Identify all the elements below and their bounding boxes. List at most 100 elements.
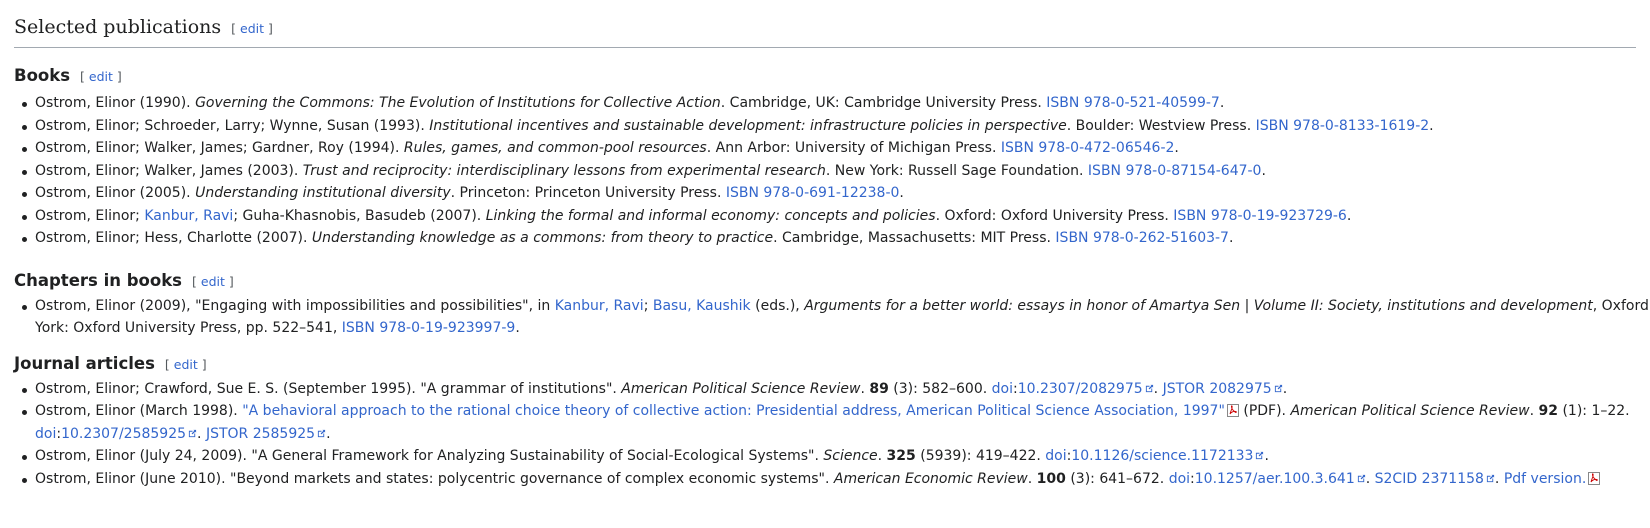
doi-value: 10.2307/2082975 xyxy=(1017,380,1143,397)
section-heading: Selected publications [ edit ] xyxy=(14,0,1636,48)
citation-text: Ostrom, Elinor (2009), "Engaging with im… xyxy=(35,297,555,314)
isbn-link[interactable]: ISBN 978-0-691-12238-0 xyxy=(725,185,900,201)
external-link-icon xyxy=(188,429,197,438)
s2cid-value: S2CID 2371158 xyxy=(1374,470,1484,487)
citation-text: . Cambridge, UK: Cambridge University Pr… xyxy=(720,95,1047,111)
volume: 325 xyxy=(886,448,916,464)
doi-link[interactable]: doi xyxy=(1168,470,1191,487)
citation-text: Ostrom, Elinor; xyxy=(35,207,145,224)
citation-text: (5939): 419–422. xyxy=(915,448,1046,464)
citation-text: Ostrom, Elinor; Hess, Charlotte (2007). xyxy=(35,230,312,246)
isbn-link[interactable]: ISBN 978-0-87154-647-0 xyxy=(1087,162,1262,179)
citation-text: , Oxford xyxy=(1592,297,1649,314)
journal-title: American Economic Review xyxy=(833,470,1028,487)
external-link-icon xyxy=(1145,384,1154,393)
doi-value-link[interactable]: 10.2307/2585925 xyxy=(61,426,197,442)
citation-text: . Princeton: Princeton University Press. xyxy=(450,185,726,201)
jstor-link[interactable]: JSTOR 2082975 xyxy=(1163,381,1283,397)
citation-text: (1): 1–22. xyxy=(1558,403,1630,419)
jstor-value: JSTOR 2585925 xyxy=(205,425,316,442)
pdf-icon xyxy=(1588,472,1600,485)
list-item: Ostrom, Elinor (June 2010). "Beyond mark… xyxy=(22,468,1636,491)
list-item: Ostrom, Elinor; Crawford, Sue E. S. (Sep… xyxy=(22,378,1636,401)
external-link-icon xyxy=(1486,474,1495,483)
s2cid-link[interactable]: S2CID 2371158 xyxy=(1375,471,1495,487)
edit-books: [ edit ] xyxy=(80,69,122,84)
doi-value-link[interactable]: 10.2307/2082975 xyxy=(1018,381,1154,397)
isbn-link[interactable]: ISBN 978-0-8133-1619-2 xyxy=(1255,117,1430,134)
list-item: Ostrom, Elinor; Walker, James; Gardner, … xyxy=(22,137,1636,160)
list-item: Ostrom, Elinor (2009), "Engaging with im… xyxy=(22,295,1649,340)
jstor-link[interactable]: JSTOR 2585925 xyxy=(206,426,326,442)
author-link[interactable]: Kanbur, Ravi xyxy=(144,207,234,224)
chapters-list: Ostrom, Elinor (2009), "Engaging with im… xyxy=(14,295,1649,340)
citation-text: ; Guha-Khasnobis, Basudeb (2007). xyxy=(233,207,486,224)
doi-value: 10.1126/science.1172133 xyxy=(1071,448,1254,464)
citation-text: York: Oxford University Press, pp. 522–5… xyxy=(35,320,342,336)
isbn-link[interactable]: ISBN 978-0-262-51603-7 xyxy=(1055,230,1229,246)
books-list: Ostrom, Elinor (1990). Governing the Com… xyxy=(14,92,1636,250)
edit-chapters: [ edit ] xyxy=(192,273,234,289)
list-item: Ostrom, Elinor (1990). Governing the Com… xyxy=(22,92,1636,115)
edit-link[interactable]: edit xyxy=(240,21,264,36)
external-link-icon xyxy=(1255,451,1264,460)
citation-text: (PDF). xyxy=(1238,403,1291,419)
citation-text: Ostrom, Elinor (June 2010). "Beyond mark… xyxy=(35,470,834,487)
chapters-title: Chapters in books xyxy=(14,270,183,290)
citation-text: Ostrom, Elinor; Walker, James; Gardner, … xyxy=(35,140,404,156)
isbn-link[interactable]: ISBN 978-0-521-40599-7 xyxy=(1046,95,1220,111)
list-item: Ostrom, Elinor; Kanbur, Ravi; Guha-Khasn… xyxy=(22,205,1636,228)
volume: 89 xyxy=(869,380,889,397)
journal-title: American Political Science Review xyxy=(621,380,861,397)
citation-text: (eds.), xyxy=(750,297,805,314)
citation-text: . Cambridge, Massachusetts: MIT Press. xyxy=(773,230,1056,246)
doi-value: 10.1257/aer.100.3.641 xyxy=(1194,470,1355,487)
external-link-icon xyxy=(317,429,326,438)
section-title: Selected publications xyxy=(14,16,222,38)
citation-text: Ostrom, Elinor (1990). xyxy=(35,95,196,111)
volume: 100 xyxy=(1036,470,1066,487)
doi-link[interactable]: doi xyxy=(35,425,57,442)
doi-value-link[interactable]: 10.1126/science.1172133 xyxy=(1071,448,1264,464)
edit-journals: [ edit ] xyxy=(164,356,207,372)
isbn-link[interactable]: ISBN 978-0-19-923997-9 xyxy=(341,320,516,336)
pdf-icon xyxy=(1227,404,1239,417)
book-title: Understanding knowledge as a commons: fr… xyxy=(311,230,774,246)
editor-link-basu[interactable]: Basu, Kaushik xyxy=(652,297,751,314)
jstor-value: JSTOR 2082975 xyxy=(1162,380,1272,397)
citation-text: ; xyxy=(643,297,653,314)
edit-link[interactable]: edit xyxy=(200,273,225,289)
journals-heading: Journal articles [ edit ] xyxy=(14,351,1636,378)
journal-title: American Political Science Review xyxy=(1290,403,1530,419)
citation-text: Ostrom, Elinor; Crawford, Sue E. S. (Sep… xyxy=(35,380,622,397)
journals-title: Journal articles xyxy=(14,353,155,373)
doi-link[interactable]: doi xyxy=(1045,448,1067,464)
chapters-heading: Chapters in books [ edit ] xyxy=(14,268,1636,295)
list-item: Ostrom, Elinor; Hess, Charlotte (2007). … xyxy=(22,227,1636,250)
isbn-link[interactable]: ISBN 978-0-19-923729-6 xyxy=(1173,207,1347,224)
list-item: Ostrom, Elinor; Walker, James (2003). Tr… xyxy=(22,160,1636,183)
citation-text: . Oxford: Oxford University Press. xyxy=(935,207,1174,224)
citation-text: (3): 582–600. xyxy=(888,380,992,397)
citation-text: (3): 641–672. xyxy=(1065,470,1169,487)
books-heading: Books [ edit ] xyxy=(14,63,1636,90)
edit-link[interactable]: edit xyxy=(88,69,113,84)
book-title: Understanding institutional diversity xyxy=(195,185,451,201)
isbn-link[interactable]: ISBN 978-0-472-06546-2 xyxy=(1000,140,1175,156)
editor-link-kanbur[interactable]: Kanbur, Ravi xyxy=(554,297,644,314)
doi-link[interactable]: doi xyxy=(991,380,1013,397)
pdf-version-link[interactable]: Pdf version. xyxy=(1504,471,1600,487)
doi-value-link[interactable]: 10.1257/aer.100.3.641 xyxy=(1195,471,1366,487)
citation-text: Ostrom, Elinor; Schroeder, Larry; Wynne,… xyxy=(35,117,430,134)
edit-link[interactable]: edit xyxy=(173,356,198,372)
external-link-icon xyxy=(1357,474,1366,483)
citation-text: . Ann Arbor: University of Michigan Pres… xyxy=(706,140,1001,156)
pdf-version-label: Pdf version. xyxy=(1503,470,1587,487)
book-title: Rules, games, and common-pool resources xyxy=(403,140,707,156)
list-item: Ostrom, Elinor (March 1998). "A behavior… xyxy=(22,400,1636,445)
volume: 92 xyxy=(1538,403,1559,419)
list-item: Ostrom, Elinor (July 24, 2009). "A Gener… xyxy=(22,445,1636,468)
citation-text: . New York: Russell Sage Foundation. xyxy=(825,162,1088,179)
article-title-link[interactable]: "A behavioral approach to the rational c… xyxy=(242,403,1239,419)
book-title: Governing the Commons: The Evolution of … xyxy=(195,95,721,111)
